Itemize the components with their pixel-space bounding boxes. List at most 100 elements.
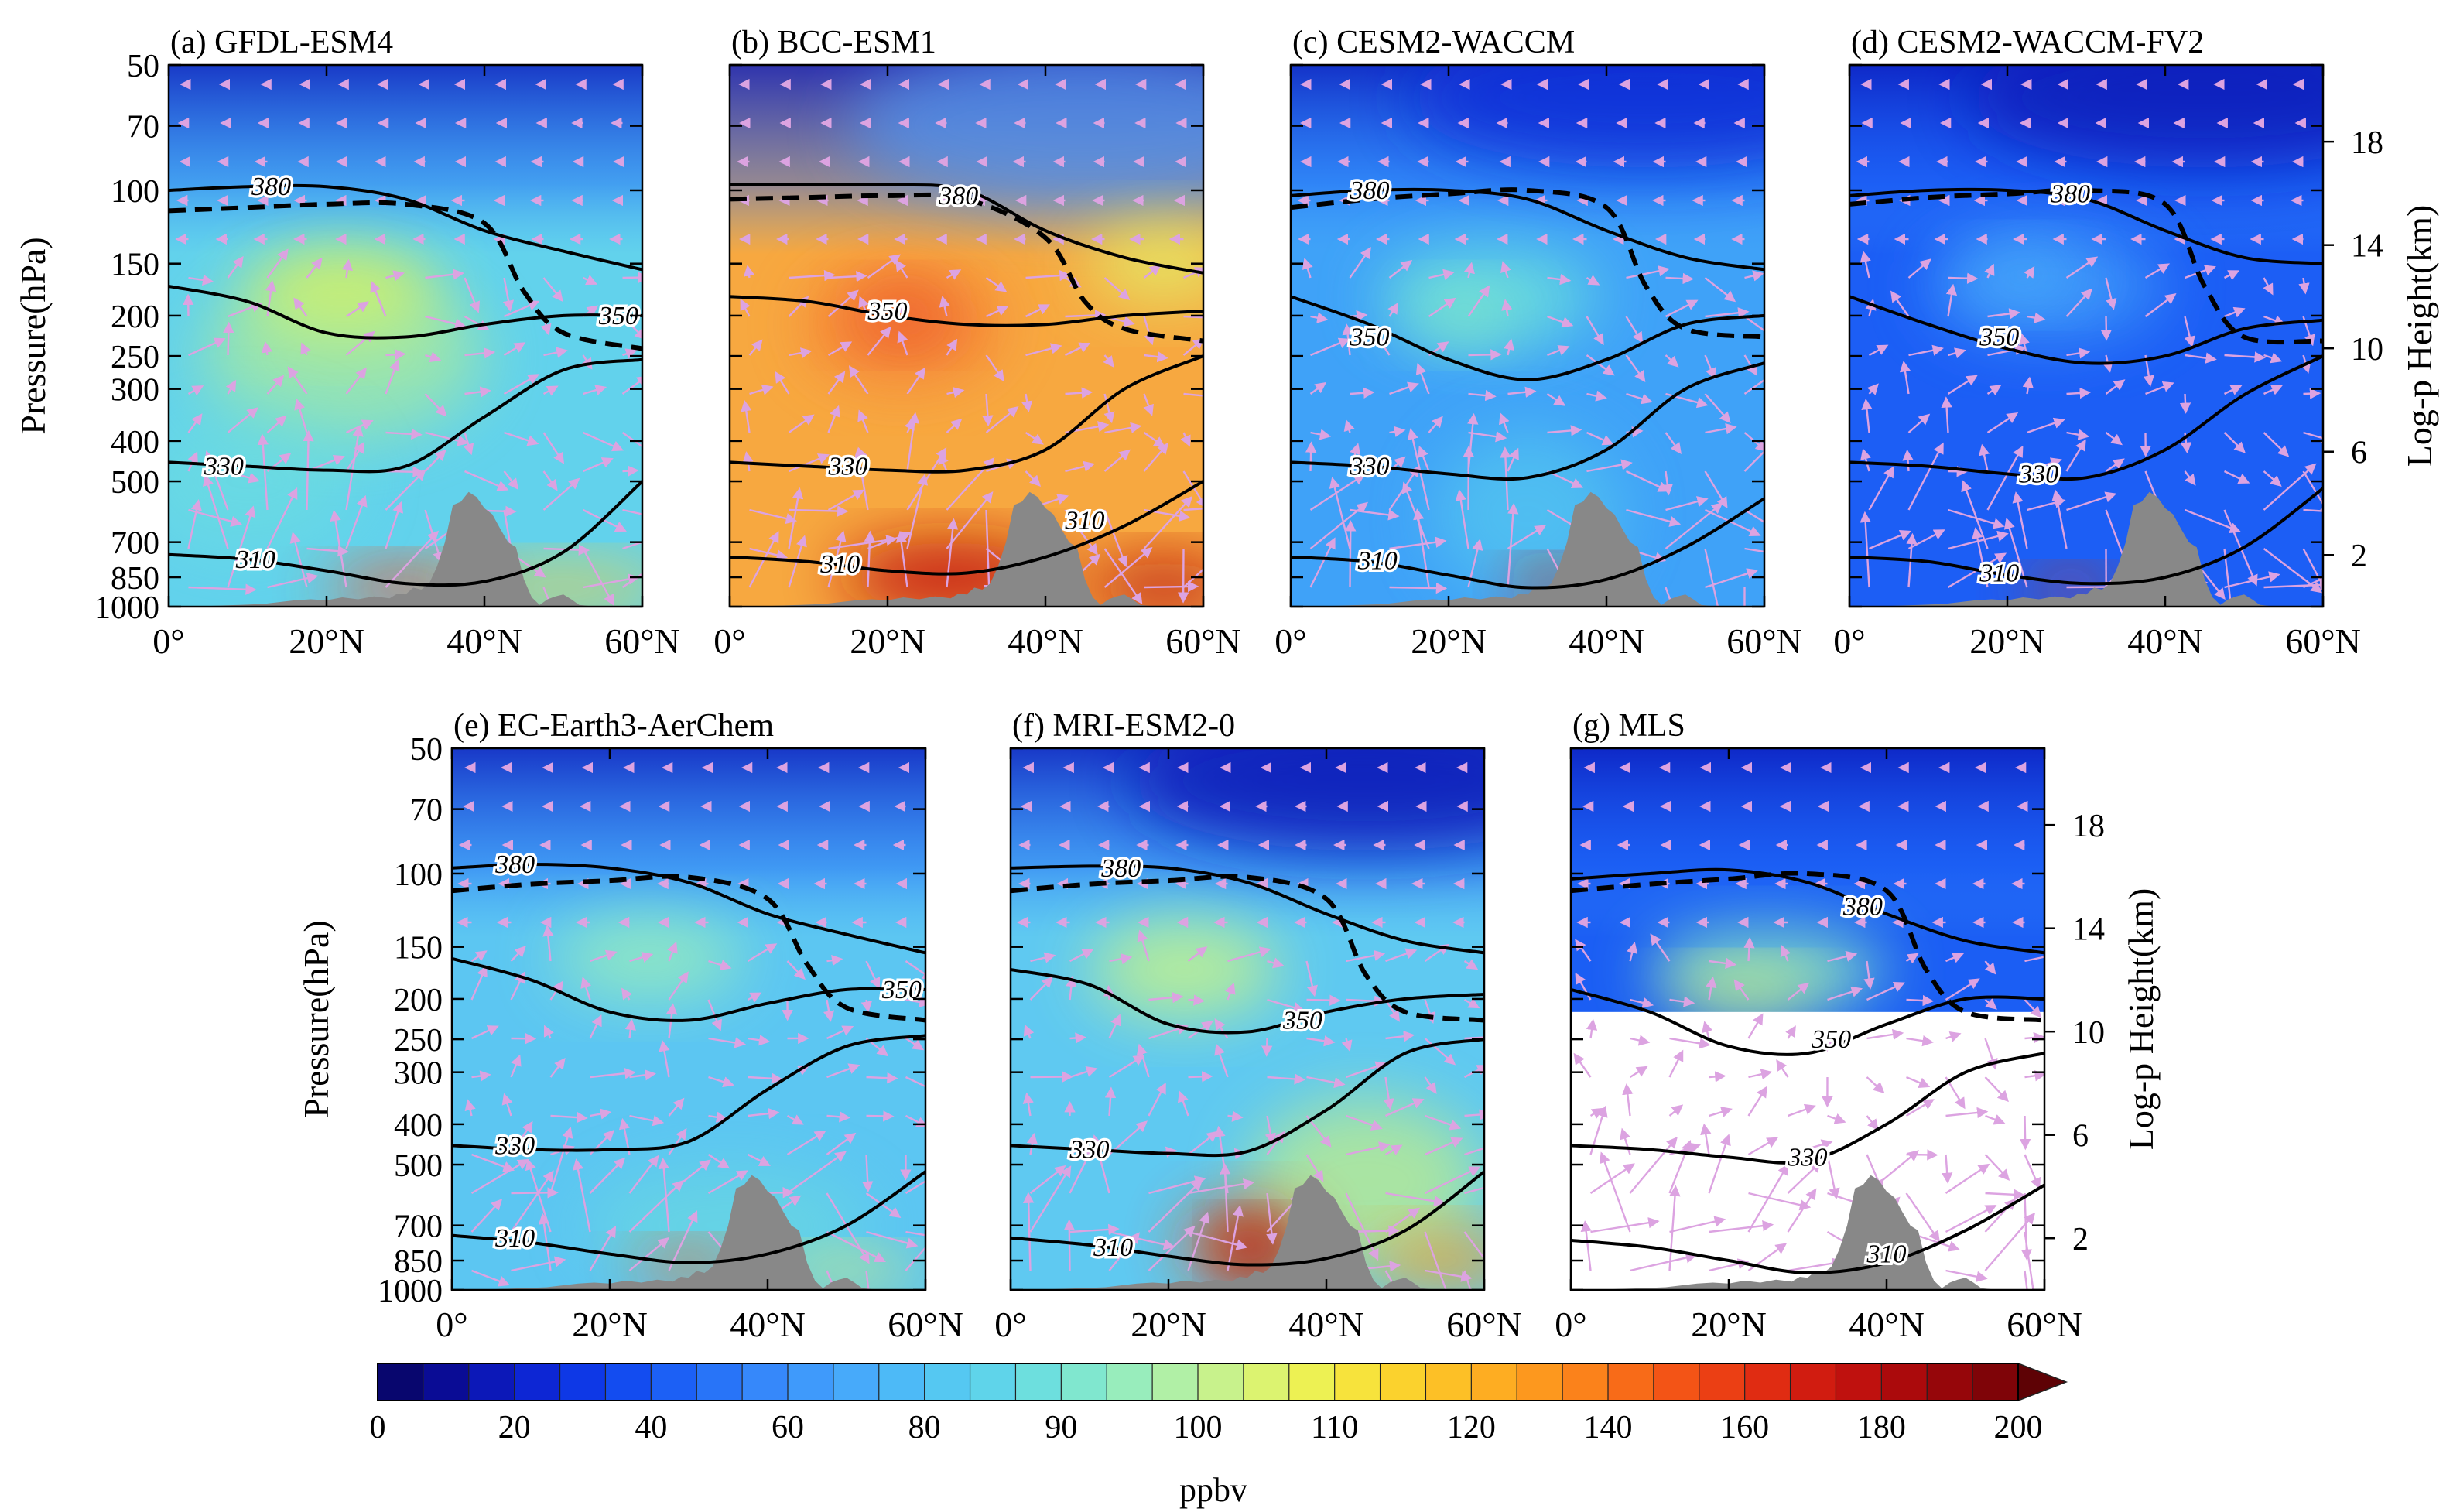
wind-arrow [1744, 270, 1764, 282]
wind-arrow [1748, 1069, 1773, 1080]
colorbar-swatch [514, 1363, 561, 1401]
wind-arrow [786, 1151, 847, 1194]
wind-arrow [1665, 502, 1723, 549]
wind-arrow [2263, 463, 2317, 511]
colorbar-swatch [1470, 1363, 1518, 1401]
wind-arrow [1143, 316, 1155, 346]
wind-arrow [946, 518, 959, 588]
concentration-blob [554, 916, 744, 1001]
y-tick-label: 150 [111, 248, 159, 283]
wind-arrow [580, 977, 592, 1001]
wind-arrow [345, 425, 364, 511]
wind-arrow [1500, 261, 1511, 279]
wind-arrow [1787, 1188, 1817, 1233]
wind-arrow [204, 450, 229, 511]
wind-arrow [749, 508, 798, 525]
wind-arrow [1022, 1092, 1034, 1117]
wind-arrow [1868, 466, 1894, 511]
wind-arrow [905, 1246, 925, 1271]
wind-arrow [1385, 1031, 1415, 1042]
wind-arrow [1108, 1014, 1121, 1039]
wind-arrow [946, 491, 994, 549]
wind-arrow [1104, 1086, 1117, 1117]
wind-arrow [1424, 1166, 1481, 1195]
wind-arrow [2298, 277, 2310, 295]
isentrope-350 [169, 285, 642, 340]
wind-arrow [1306, 994, 1341, 1006]
wind-arrow [827, 530, 847, 588]
wind-arrow [827, 341, 853, 357]
wind-arrow [510, 946, 526, 962]
wind-arrow [1575, 939, 1592, 962]
contour-label: 310 [494, 1224, 535, 1253]
wind-arrow [788, 487, 804, 549]
wind-arrow [470, 1158, 529, 1195]
wind-arrow [823, 999, 835, 1022]
wind-arrow [1383, 1076, 1394, 1110]
wind-arrow [1985, 1189, 2025, 1201]
y2-tick-label: 18 [2072, 809, 2105, 844]
wind-arrow [1306, 1076, 1346, 1089]
wind-arrow [1668, 1140, 1692, 1194]
wind-arrow [227, 505, 256, 588]
wind-arrow [1547, 425, 1582, 436]
wind-arrow [1984, 960, 1996, 975]
x-tick-label: 40°N [730, 1305, 806, 1344]
wind-arrow [1384, 1270, 1398, 1290]
wind-arrow [1425, 1114, 1462, 1131]
wind-arrow [1948, 347, 1966, 359]
wind-arrow [345, 301, 369, 317]
wind-arrow [1468, 349, 1502, 361]
wind-arrow [2224, 306, 2246, 318]
wind-arrow [2263, 352, 2283, 364]
x-tick-label: 20°N [1411, 621, 1487, 661]
wind-arrow [1345, 520, 1357, 588]
panel-c: 380 350 330 310 (c) CESM2-WACCM 0° 20°N 40°N 60°… [1274, 25, 1802, 661]
wind-arrow [1546, 470, 1583, 488]
x-tick-label: 40°N [1008, 621, 1083, 661]
wind-arrow [1748, 1192, 1812, 1211]
wind-arrow [1261, 1038, 1273, 1057]
wind-arrow [1266, 1192, 1278, 1245]
wind-arrow [2066, 387, 2091, 399]
wind-arrow [511, 1187, 559, 1199]
wind-arrow [1349, 443, 1361, 472]
wind-arrow [2024, 1270, 2028, 1290]
wind-arrow [2184, 316, 2195, 348]
wind-arrow [1428, 416, 1443, 433]
concentration-blob [200, 272, 484, 440]
panel-title: (g) MLS [1572, 708, 1685, 744]
wind-arrow [895, 259, 908, 279]
wind-arrow [708, 1111, 728, 1123]
wind-arrow [2185, 352, 2217, 364]
wind-arrow [188, 508, 242, 527]
y-tick-label: 300 [111, 373, 159, 409]
wind-arrow [1863, 960, 1875, 990]
y-tick-label: 400 [111, 425, 159, 460]
colorbar-swatch [423, 1363, 470, 1401]
wind-arrow [1187, 1131, 1219, 1155]
wind-arrow [1590, 1217, 1660, 1233]
wind-arrow [1827, 1113, 1846, 1124]
wind-arrow [1143, 443, 1169, 472]
wind-arrow [223, 321, 234, 356]
wind-arrow [1349, 247, 1371, 279]
colorbar-label: ppbv [1179, 1471, 1247, 1509]
wind-arrow [1425, 1137, 1463, 1156]
wind-arrow [1599, 1151, 1631, 1233]
x-tick-label: 40°N [446, 621, 522, 661]
wind-arrow [1148, 1082, 1166, 1117]
wind-arrow [1108, 1055, 1145, 1079]
wind-arrow [582, 275, 598, 286]
isentrope-310 [1011, 1170, 1484, 1267]
colorbar-tick-label: 160 [1720, 1410, 1769, 1445]
wind-arrow [1065, 310, 1107, 321]
wind-arrow [187, 385, 204, 396]
isentrope-380 [1011, 864, 1484, 955]
wind-arrow [1385, 1098, 1425, 1117]
y-tick-label: 300 [394, 1056, 443, 1092]
wind-arrow [1890, 290, 1910, 317]
wind-arrow [667, 941, 678, 962]
wind-arrow [1180, 432, 1191, 447]
wind-arrow [1733, 979, 1750, 1001]
